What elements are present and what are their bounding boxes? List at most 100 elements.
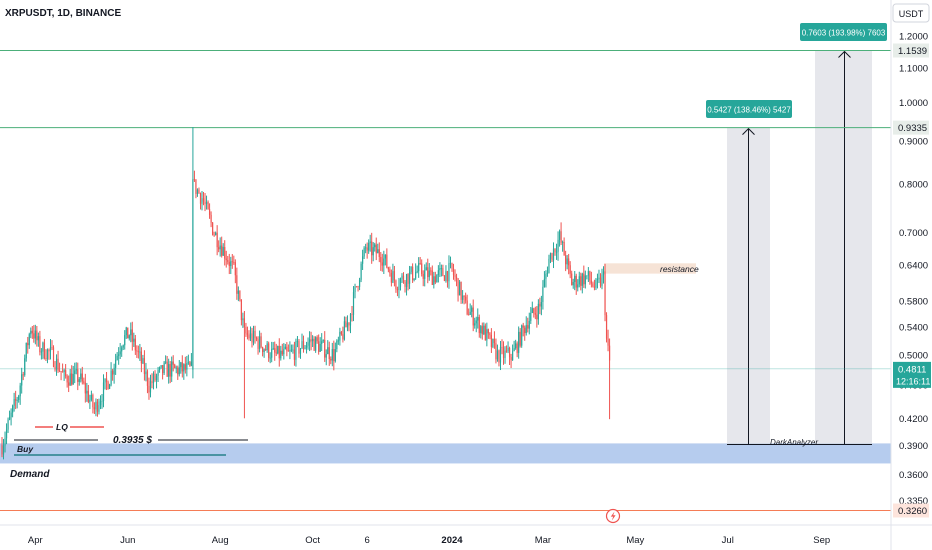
candle-body [169, 364, 171, 377]
candle-body [19, 385, 21, 397]
candle-body [12, 405, 14, 413]
candle-body [136, 350, 138, 352]
candle [513, 340, 515, 352]
candle-body [398, 286, 400, 291]
candle-body [233, 261, 235, 263]
candle-body [274, 348, 276, 353]
candle-body [415, 272, 417, 279]
candle-body [536, 314, 538, 320]
candle [416, 265, 418, 274]
candle-body [249, 333, 252, 339]
candle [446, 270, 449, 288]
candle-body [290, 349, 292, 351]
candle-body [505, 350, 508, 352]
candle [518, 326, 520, 359]
candle [519, 328, 521, 348]
price-axis[interactable]: 1.2000 1.1000 1.0000 0.9000 0.8000 0.7000 0.64… [899, 32, 928, 507]
candle [324, 331, 326, 362]
candle [346, 315, 349, 332]
candle [121, 345, 123, 357]
candle-body [178, 367, 180, 375]
candle [296, 336, 299, 348]
candle-body [490, 335, 492, 347]
candle-body [512, 351, 514, 361]
candle-body [204, 201, 206, 205]
candle [51, 340, 53, 351]
candle-body [371, 241, 373, 256]
price-tick: 0.7000 [899, 228, 928, 239]
candle-body [469, 311, 471, 315]
candle [183, 363, 185, 380]
candle [489, 332, 491, 340]
candle [502, 341, 505, 365]
candle-body [539, 303, 541, 307]
candle-body [51, 347, 53, 348]
candle [458, 280, 461, 296]
candle-body [442, 268, 444, 276]
candle [368, 239, 370, 254]
candle-body [431, 270, 433, 285]
candle [127, 327, 129, 339]
candle-body [168, 364, 170, 377]
candle [545, 270, 547, 288]
candle-body [146, 371, 149, 386]
candle [251, 327, 253, 348]
candle [274, 341, 276, 361]
candle-body [219, 245, 221, 250]
candle-body [281, 350, 283, 355]
candle-body [92, 395, 94, 408]
candle [601, 268, 603, 290]
resistance-zone [604, 263, 696, 274]
candle-body [243, 318, 246, 328]
candle [72, 365, 74, 385]
candle-body [407, 274, 409, 284]
candle-body [537, 303, 539, 320]
candle [436, 274, 438, 283]
candle-body [192, 179, 194, 370]
candle-body [399, 279, 402, 287]
candle-body [360, 263, 362, 280]
candle [1, 436, 3, 458]
candle [227, 255, 229, 265]
candle-body [87, 390, 89, 402]
level-tag-3-bg [893, 503, 929, 518]
candle-body [36, 330, 38, 341]
currency-button[interactable] [892, 3, 930, 23]
candle [437, 265, 439, 283]
candle [555, 243, 558, 260]
candle-body [366, 247, 368, 251]
candle-body [563, 241, 565, 256]
candle-body [489, 333, 491, 336]
candle-body [498, 350, 500, 363]
candle [342, 326, 344, 343]
candle [328, 341, 330, 366]
candle-body [501, 346, 503, 348]
time-axis[interactable]: Apr Jun Aug Oct 6 2024 Mar May Jul Sep [28, 535, 830, 546]
candle-body [321, 341, 323, 344]
candle [271, 341, 273, 363]
candle-body [528, 320, 530, 329]
candle [224, 240, 226, 266]
candle-body [95, 401, 97, 410]
candle [318, 334, 320, 355]
candle-body [149, 381, 152, 393]
candle [155, 373, 158, 389]
lightning-icon[interactable] [605, 508, 621, 524]
candle [84, 373, 86, 403]
candle-body [119, 351, 121, 355]
candle-body [325, 354, 327, 358]
candle [581, 272, 583, 294]
candle [499, 341, 502, 371]
candle [310, 331, 312, 351]
candle [108, 383, 111, 390]
candle-body [86, 390, 88, 394]
candle-body [334, 349, 336, 362]
candle-body [421, 263, 423, 274]
candle [124, 330, 126, 350]
candle-body [287, 350, 289, 352]
candle [201, 191, 203, 211]
candle [304, 345, 306, 350]
candle [327, 340, 329, 355]
candle [528, 312, 530, 335]
